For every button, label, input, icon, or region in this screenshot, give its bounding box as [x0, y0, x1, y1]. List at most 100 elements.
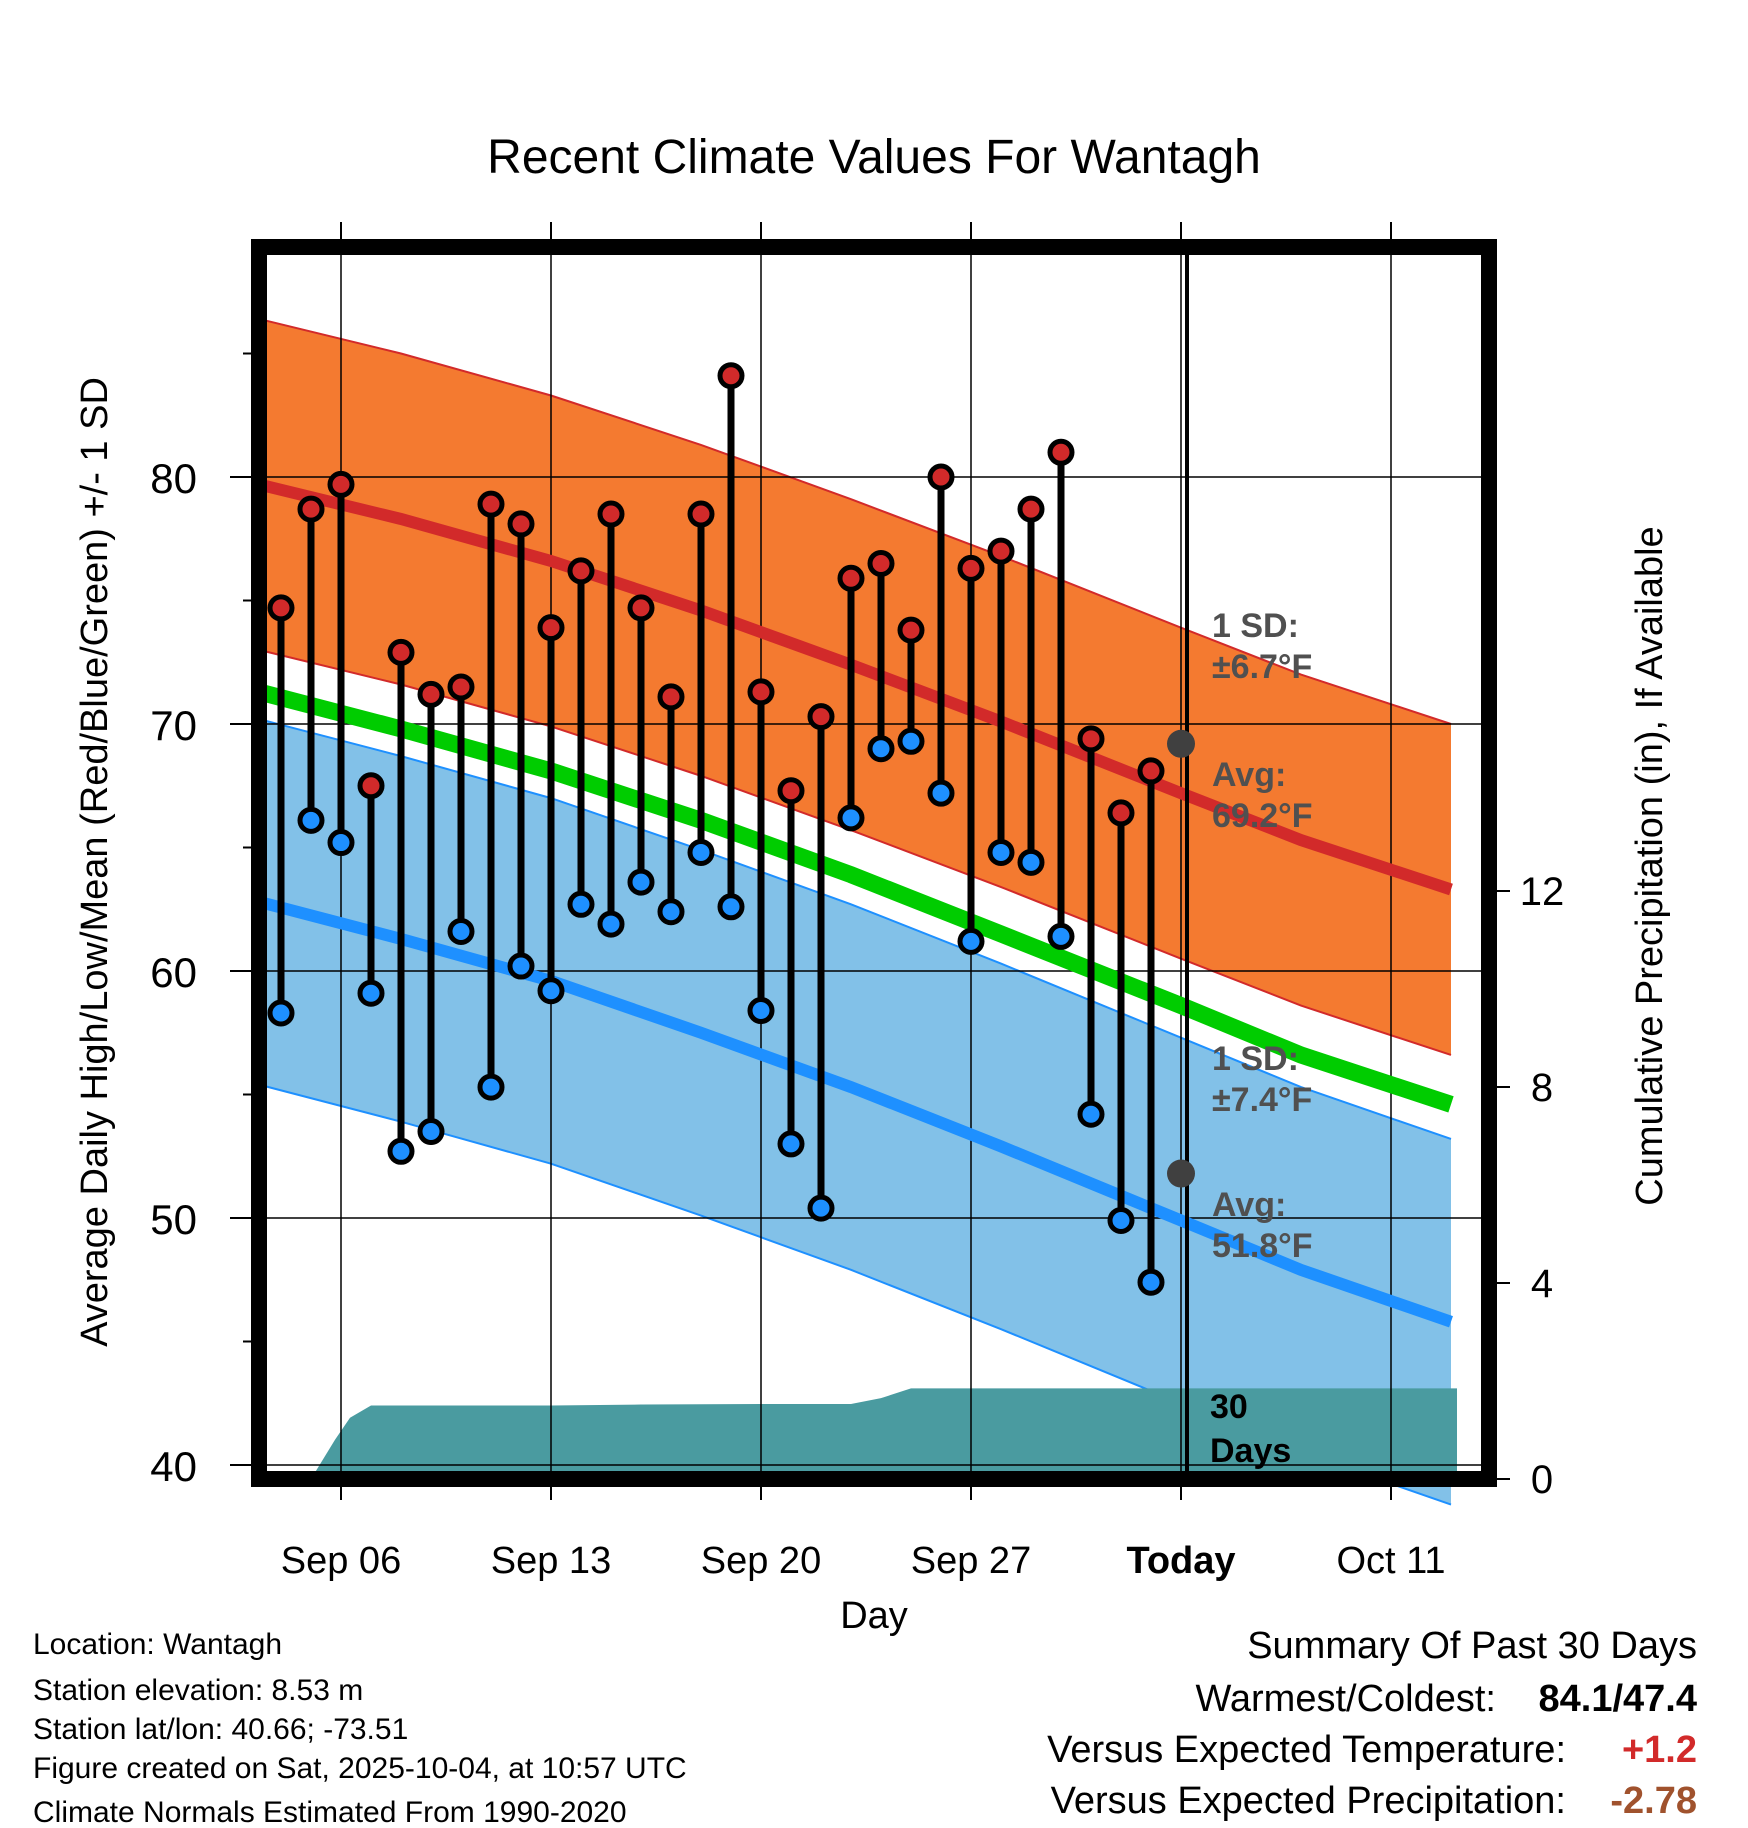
y-tick-label: 70 — [150, 702, 197, 749]
precipitation-fill — [311, 1388, 1457, 1479]
high-point — [327, 470, 355, 498]
low-point — [267, 999, 295, 1027]
high-avg-label: Avg: — [1212, 756, 1286, 794]
summary-panel: Summary Of Past 30 Days Warmest/Coldest:… — [1047, 1625, 1697, 1822]
high-point — [1047, 438, 1075, 466]
low-point — [1107, 1206, 1135, 1234]
low-point — [327, 829, 355, 857]
summary-temp-label: Versus Expected Temperature: — [1047, 1729, 1566, 1771]
high-point — [417, 680, 445, 708]
y2-tick-label: 0 — [1531, 1458, 1553, 1502]
low-point — [807, 1194, 835, 1222]
high-point — [897, 616, 925, 644]
low-sd-label: 1 SD: — [1212, 1040, 1299, 1078]
daily-range-stems — [277, 375, 1155, 1283]
low-point — [927, 779, 955, 807]
y-tick-label: 60 — [150, 949, 197, 996]
low-sd-band — [259, 719, 1451, 1505]
high-point — [1077, 725, 1105, 753]
low-point — [747, 997, 775, 1025]
x-axis-label: Day — [840, 1595, 908, 1637]
high-avg-value: 69.2°F — [1212, 797, 1313, 835]
summary-temp-value: +1.2 — [1622, 1729, 1697, 1771]
low-point — [987, 838, 1015, 866]
x-tick-label: Sep 06 — [281, 1540, 401, 1582]
high-point — [987, 537, 1015, 565]
mean-normal-line — [256, 683, 1454, 1113]
low-point — [1017, 848, 1045, 876]
high-point — [1017, 495, 1045, 523]
low-point — [297, 806, 325, 834]
high-point — [777, 777, 805, 805]
days-count-label: 30 — [1210, 1388, 1248, 1426]
high-point — [507, 510, 535, 538]
high-point — [447, 673, 475, 701]
y-axis-left: 40 50 60 70 80 — [150, 352, 259, 1490]
summary-warm-cold-value: 84.1/47.4 — [1539, 1678, 1697, 1720]
info-location: Location: Wantagh — [33, 1628, 282, 1661]
low-avg-label: Avg: — [1212, 1186, 1286, 1224]
high-point — [297, 495, 325, 523]
high-point — [687, 500, 715, 528]
x-axis: Sep 06 Sep 13 Sep 20 Sep 27 Today Oct 11 — [281, 222, 1446, 1582]
low-point — [627, 868, 655, 896]
high-point — [267, 594, 295, 622]
high-point — [597, 500, 625, 528]
summary-precip-label: Versus Expected Precipitation: — [1051, 1780, 1566, 1822]
plot-frame — [251, 239, 1497, 1487]
precipitation-area — [311, 1388, 1457, 1479]
high-point — [957, 554, 985, 582]
low-sd-value: ±7.4°F — [1212, 1081, 1312, 1119]
low-point — [777, 1130, 805, 1158]
high-point — [357, 772, 385, 800]
high-point — [1107, 799, 1135, 827]
low-point — [1077, 1100, 1105, 1128]
annotations: 1 SD: ±6.7°F Avg: 69.2°F 1 SD: ±7.4°F Av… — [1210, 607, 1313, 1470]
high-point — [717, 362, 745, 390]
high-point — [387, 638, 415, 666]
high-point — [627, 594, 655, 622]
low-point — [897, 727, 925, 755]
y2-axis-label: Cumulative Precipitation (in), If Availa… — [1629, 526, 1671, 1205]
low-point — [567, 890, 595, 918]
x-tick-label: Sep 13 — [491, 1540, 611, 1582]
y-tick-label: 50 — [150, 1196, 197, 1243]
high-band-upper-edge — [258, 317, 1452, 725]
low-band-upper-edge — [258, 718, 1452, 1140]
info-normals: Climate Normals Estimated From 1990-2020 — [33, 1796, 627, 1828]
x-tick-label: Sep 27 — [911, 1540, 1031, 1582]
y-tick-label: 40 — [150, 1443, 197, 1490]
low-point — [537, 977, 565, 1005]
high-point — [837, 564, 865, 592]
info-elevation: Station elevation: 8.53 m — [33, 1674, 363, 1707]
low-point — [957, 927, 985, 955]
y-axis-label: Average Daily High/Low/Mean (Red/Blue/Gr… — [74, 377, 116, 1347]
x-tick-label: Today — [1126, 1540, 1235, 1582]
low-avg-value: 51.8°F — [1212, 1227, 1313, 1265]
low-avg-marker — [1167, 1159, 1195, 1188]
y2-tick-label: 12 — [1520, 870, 1565, 914]
y2-tick-label: 4 — [1531, 1262, 1553, 1306]
y2-tick-label: 8 — [1531, 1066, 1553, 1110]
high-sd-value: ±6.7°F — [1212, 648, 1312, 686]
high-avg-marker — [1167, 729, 1195, 758]
info-created: Figure created on Sat, 2025-10-04, at 10… — [33, 1752, 687, 1785]
x-tick-label: Oct 11 — [1336, 1540, 1445, 1582]
low-point — [717, 893, 745, 921]
low-point — [387, 1137, 415, 1165]
high-point — [567, 557, 595, 585]
summary-warm-cold-label: Warmest/Coldest: — [1195, 1678, 1496, 1720]
high-point — [1137, 757, 1165, 785]
days-unit-label: Days — [1210, 1432, 1291, 1470]
y-tick-label: 80 — [150, 455, 197, 502]
info-latlon: Station lat/lon: 40.66; -73.51 — [33, 1713, 408, 1746]
low-point — [1047, 922, 1075, 950]
high-point — [807, 703, 835, 731]
low-point — [867, 735, 895, 763]
high-point — [927, 463, 955, 491]
low-point — [837, 804, 865, 832]
low-point — [1137, 1268, 1165, 1296]
high-point — [867, 549, 895, 577]
low-point — [687, 838, 715, 866]
